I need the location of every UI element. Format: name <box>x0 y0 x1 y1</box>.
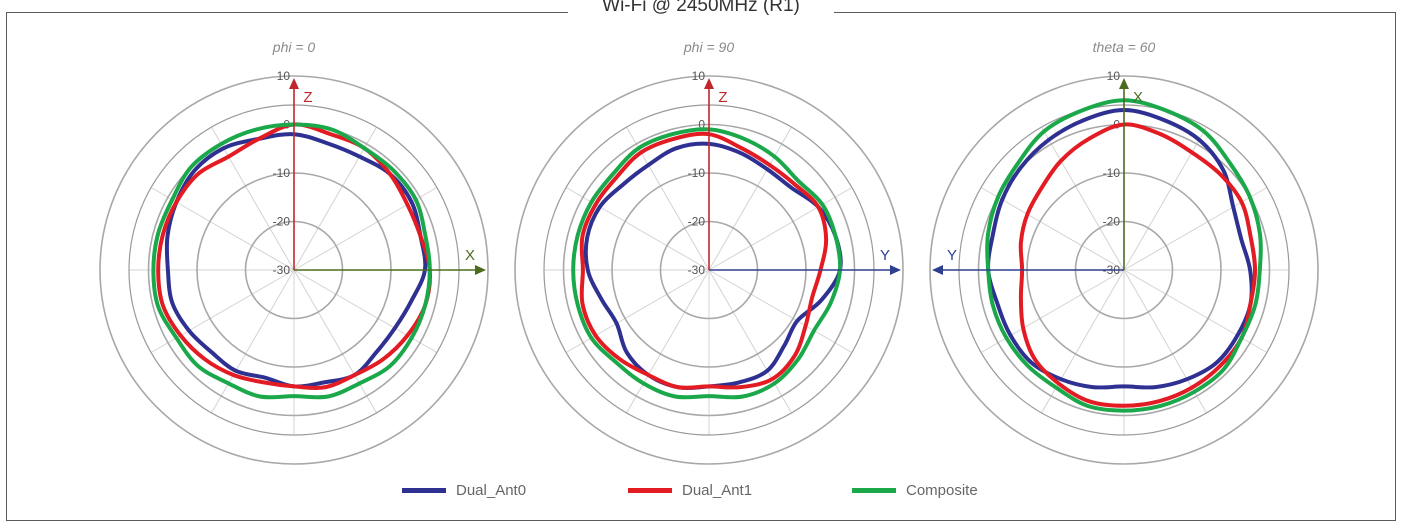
chart-subtitle: theta = 60 <box>1093 39 1156 55</box>
chart-title: Wi-Fi @ 2450MHz (R1) <box>0 0 1402 18</box>
radial-tick-label: 10 <box>692 69 706 83</box>
polar-spoke <box>293 126 377 271</box>
axis-arrow-y <box>932 265 943 275</box>
radial-tick-label: 10 <box>277 69 291 83</box>
polar-spoke <box>708 126 792 271</box>
axis-arrow-y <box>890 265 901 275</box>
radial-tick-label: 10 <box>1107 69 1121 83</box>
polar-spoke <box>626 269 710 414</box>
chart-title-text: Wi-Fi @ 2450MHz (R1) <box>568 0 834 16</box>
legend-label-dual-ant0: Dual_Ant0 <box>456 482 527 499</box>
legend-item-dual-ant1: Dual_Ant1 <box>628 482 752 499</box>
polar-ring <box>929 75 1319 465</box>
legend-item-dual-ant0: Dual_Ant0 <box>402 482 526 499</box>
chart-subtitle: phi = 90 <box>683 39 734 55</box>
legend-swatch-dual-ant0 <box>402 488 446 493</box>
polar-spoke <box>1123 126 1207 271</box>
axis-label-x: X <box>465 247 475 264</box>
polar-spoke <box>565 269 710 353</box>
polar-spoke <box>708 187 853 271</box>
axis-label-x: X <box>1133 89 1143 106</box>
trace-composite <box>151 122 432 400</box>
trace-dual-ant1 <box>579 131 829 390</box>
radial-tick-label: -20 <box>273 215 291 229</box>
polar-chart-2: phi = 90 10 0 -10 -20 -30 Z Y <box>514 39 904 465</box>
trace-composite <box>571 127 843 400</box>
radial-tick-label: -10 <box>688 166 706 180</box>
polar-spoke <box>1123 269 1268 353</box>
axis-arrow-x <box>1119 78 1129 89</box>
axis-label-z: Z <box>303 89 312 106</box>
axis-arrow-z <box>289 78 299 89</box>
radial-tick-label: -30 <box>273 263 291 277</box>
axis-arrow-z <box>704 78 714 89</box>
polar-ring <box>514 75 904 465</box>
radial-tick-label: -30 <box>688 263 706 277</box>
trace-dual-ant1 <box>156 122 432 390</box>
polar-spoke <box>980 187 1125 271</box>
axis-label-y: Y <box>880 247 890 264</box>
chart-subtitle: phi = 0 <box>272 39 316 55</box>
legend-swatch-composite <box>852 488 896 493</box>
polar-spoke <box>211 269 295 414</box>
polar-spoke <box>211 126 295 271</box>
polar-spoke <box>1041 269 1125 414</box>
trace-dual-ant1 <box>1018 122 1257 408</box>
polar-ring <box>99 75 489 465</box>
axis-arrow-x <box>475 265 486 275</box>
legend-label-dual-ant1: Dual_Ant1 <box>682 482 753 499</box>
radial-tick-label: -10 <box>273 166 291 180</box>
radial-tick-label: -20 <box>688 215 706 229</box>
polar-spoke <box>1041 126 1125 271</box>
radial-tick-label: -20 <box>1103 215 1121 229</box>
trace-composite <box>985 98 1263 413</box>
polar-spoke <box>708 269 792 414</box>
legend-swatch-dual-ant1 <box>628 488 672 493</box>
polar-spoke <box>150 269 295 353</box>
legend-label-composite: Composite <box>906 482 978 499</box>
legend: Dual_Ant0 Dual_Ant1 Composite <box>0 482 1402 506</box>
polar-spoke <box>293 269 377 414</box>
polar-spoke <box>980 269 1125 353</box>
radial-tick-label: 0 <box>698 118 705 132</box>
polar-spoke <box>293 269 438 353</box>
trace-dual-ant0 <box>986 108 1254 390</box>
axis-label-y: Y <box>947 247 957 264</box>
legend-item-composite: Composite <box>852 482 978 499</box>
polar-spoke <box>708 269 853 353</box>
axis-label-z: Z <box>718 89 727 106</box>
radial-tick-label: -10 <box>1103 166 1121 180</box>
